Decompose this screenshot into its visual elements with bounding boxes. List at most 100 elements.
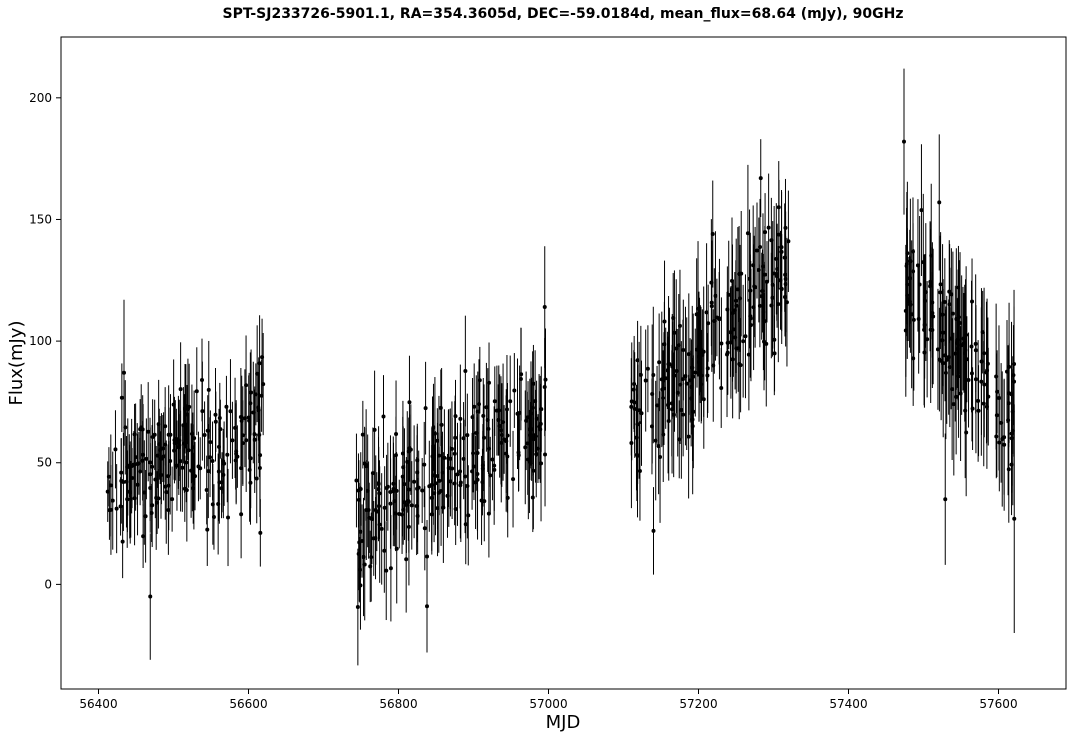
data-point <box>739 211 744 337</box>
data-point <box>240 400 245 486</box>
data-marker <box>662 342 667 347</box>
data-point <box>360 504 365 578</box>
data-marker <box>178 387 183 392</box>
data-marker <box>697 371 702 376</box>
data-point <box>394 380 399 488</box>
data-point <box>730 300 735 419</box>
data-point <box>508 355 513 447</box>
data-marker <box>543 452 548 457</box>
data-point <box>369 512 374 602</box>
data-point <box>182 394 187 493</box>
data-point <box>206 340 211 439</box>
data-point <box>779 246 784 332</box>
data-point <box>487 342 492 424</box>
data-marker <box>171 402 176 407</box>
data-marker <box>938 290 943 295</box>
data-marker <box>658 455 663 460</box>
x-axis-label: MJD <box>546 712 581 733</box>
data-point <box>757 264 762 348</box>
data-marker <box>512 388 517 393</box>
data-point <box>734 238 739 373</box>
data-point <box>166 385 171 485</box>
data-point <box>964 316 969 403</box>
data-point <box>528 401 533 469</box>
data-point <box>909 240 914 389</box>
data-marker <box>748 323 753 328</box>
data-marker <box>192 436 197 441</box>
data-marker <box>120 539 125 544</box>
data-point <box>1002 379 1007 495</box>
data-point <box>947 240 952 344</box>
data-marker <box>981 401 986 406</box>
data-marker <box>210 502 215 507</box>
data-marker <box>694 347 699 352</box>
data-marker <box>637 468 642 473</box>
data-point <box>969 280 974 413</box>
data-marker <box>657 360 662 365</box>
data-marker <box>501 420 506 425</box>
data-marker <box>425 604 429 609</box>
data-marker <box>517 410 522 415</box>
data-marker <box>650 391 655 396</box>
data-point <box>192 390 197 486</box>
data-marker <box>401 507 406 512</box>
data-marker <box>487 380 492 385</box>
data-point <box>677 400 682 479</box>
data-marker <box>409 503 414 508</box>
data-marker <box>108 507 113 512</box>
data-marker <box>477 378 482 383</box>
data-marker <box>764 341 769 346</box>
data-marker <box>187 404 192 409</box>
data-marker <box>406 498 411 503</box>
data-marker <box>943 370 948 375</box>
data-marker <box>121 479 126 484</box>
data-marker <box>754 248 759 253</box>
data-point <box>766 173 771 282</box>
data-point <box>135 423 140 505</box>
data-point <box>453 472 458 546</box>
data-marker <box>369 555 374 560</box>
data-marker <box>220 480 225 485</box>
data-marker <box>360 432 365 437</box>
data-point <box>465 393 470 477</box>
data-point <box>379 473 384 585</box>
data-point <box>966 332 971 428</box>
data-point <box>142 440 147 545</box>
data-marker <box>1010 409 1015 414</box>
data-point <box>370 427 375 519</box>
data-marker <box>530 495 535 500</box>
data-point <box>358 540 363 630</box>
data-point <box>751 205 756 326</box>
data-marker <box>944 357 949 362</box>
data-point <box>946 299 951 415</box>
data-marker <box>753 285 758 290</box>
data-point <box>360 400 365 469</box>
data-point <box>492 366 497 437</box>
data-marker <box>142 490 147 495</box>
data-marker <box>528 411 533 416</box>
data-marker <box>996 395 1001 400</box>
data-marker <box>679 407 684 412</box>
x-tick-label: 57200 <box>679 697 717 711</box>
data-marker <box>526 457 531 462</box>
data-marker <box>388 566 393 571</box>
data-marker <box>254 476 259 481</box>
data-point <box>118 477 123 536</box>
data-marker <box>906 296 911 301</box>
data-point <box>942 258 947 346</box>
data-marker <box>216 469 221 474</box>
data-marker <box>257 465 262 470</box>
data-marker <box>135 461 140 466</box>
data-marker <box>921 260 926 265</box>
data-marker <box>240 441 245 446</box>
data-point <box>170 466 175 532</box>
data-point <box>701 349 706 449</box>
data-point <box>629 358 634 456</box>
data-point <box>470 378 475 457</box>
data-point <box>408 404 413 495</box>
data-point <box>698 306 703 393</box>
data-marker <box>127 489 132 494</box>
data-point <box>1006 359 1011 448</box>
data-marker <box>691 409 696 414</box>
data-point <box>735 227 740 352</box>
